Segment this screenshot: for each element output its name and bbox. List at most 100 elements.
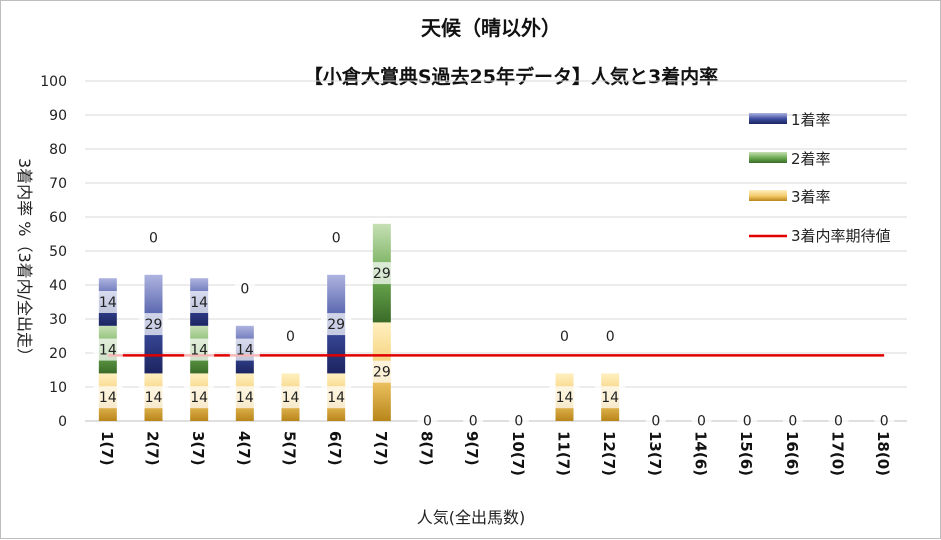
x-category-label: 8(7) bbox=[418, 431, 436, 466]
data-label-bg bbox=[366, 262, 397, 285]
y-tick-label: 50 bbox=[49, 244, 67, 260]
data-label: 0 bbox=[423, 414, 432, 430]
data-label: 0 bbox=[514, 414, 523, 430]
data-label: 29 bbox=[145, 317, 163, 333]
data-label-bg bbox=[326, 226, 347, 249]
y-tick-label: 40 bbox=[49, 278, 67, 294]
data-label: 0 bbox=[560, 329, 569, 345]
data-label: 0 bbox=[651, 414, 660, 430]
x-category-label: 7(7) bbox=[372, 431, 390, 466]
data-label-bg bbox=[92, 338, 123, 361]
y-tick-label: 70 bbox=[49, 176, 67, 192]
data-label-bg bbox=[229, 338, 260, 361]
data-label-bg bbox=[549, 386, 580, 409]
data-label-bg bbox=[691, 409, 712, 432]
data-label: 14 bbox=[99, 343, 117, 359]
data-label: 14 bbox=[190, 295, 208, 311]
data-label: 0 bbox=[697, 414, 706, 430]
data-label-bg bbox=[600, 325, 621, 347]
x-axis-label: 人気(全出馬数) bbox=[417, 508, 526, 527]
y-tick-label: 100 bbox=[40, 74, 67, 90]
y-axis-label: 3着内率 %（3着内/全出走） bbox=[15, 158, 34, 364]
data-label-bg bbox=[234, 277, 255, 300]
y-tick-label: 30 bbox=[49, 312, 67, 328]
data-label: 0 bbox=[834, 414, 843, 430]
data-label-bg bbox=[229, 386, 260, 409]
x-axis-categories: 1(7) 2(7) 3(7) 4(7) 5(7) 6(7) 7(7) 8(7) 9(7) 10(7… bbox=[98, 431, 892, 476]
data-label: 14 bbox=[601, 390, 619, 406]
data-label-bg bbox=[321, 313, 352, 336]
data-label: 0 bbox=[743, 414, 752, 430]
y-tick-label: 80 bbox=[49, 142, 67, 158]
y-tick-label: 90 bbox=[49, 108, 67, 124]
x-category-label: 2(7) bbox=[144, 431, 162, 466]
y-tick-label: 0 bbox=[58, 414, 67, 430]
legend-swatch-second bbox=[749, 152, 787, 163]
x-category-label: 17(0) bbox=[829, 431, 847, 476]
data-label-bg bbox=[138, 386, 169, 409]
x-category-label: 12(7) bbox=[600, 431, 618, 476]
data-label: 14 bbox=[145, 390, 163, 406]
gridlines bbox=[85, 80, 907, 422]
legend-label-second: 2着率 bbox=[791, 150, 831, 168]
data-label: 0 bbox=[606, 329, 615, 345]
data-label: 14 bbox=[99, 390, 117, 406]
data-label-bg bbox=[321, 386, 352, 409]
y-tick-label: 20 bbox=[49, 346, 67, 362]
data-label: 14 bbox=[190, 343, 208, 359]
data-label: 0 bbox=[788, 414, 797, 430]
data-label-bg bbox=[874, 409, 895, 432]
data-label: 0 bbox=[240, 281, 249, 297]
x-category-label: 6(7) bbox=[326, 431, 344, 466]
data-label-bg bbox=[828, 409, 849, 432]
data-label-bg bbox=[508, 409, 529, 432]
y-tick-label: 10 bbox=[49, 380, 67, 396]
y-tick-label: 60 bbox=[49, 210, 67, 226]
data-label-bg bbox=[463, 409, 484, 432]
bars bbox=[98, 223, 620, 421]
data-label-bg bbox=[92, 291, 123, 313]
legend: 1着率 2着率 3着率 3着内率期待値 bbox=[749, 111, 891, 245]
data-label-bg bbox=[275, 386, 306, 409]
data-label-bg bbox=[184, 386, 215, 409]
data-label: 14 bbox=[327, 390, 345, 406]
data-label: 0 bbox=[149, 230, 158, 246]
data-label: 0 bbox=[332, 230, 341, 246]
x-category-label: 1(7) bbox=[98, 431, 116, 466]
data-label: 14 bbox=[99, 295, 117, 311]
chart-subtitle: 【小倉大賞典S過去25年データ】人気と3着内率 bbox=[304, 65, 718, 88]
data-label: 29 bbox=[373, 365, 391, 381]
data-label-bg bbox=[280, 325, 301, 347]
data-label: 14 bbox=[556, 390, 574, 406]
data-label-bg bbox=[184, 291, 215, 313]
x-category-label: 9(7) bbox=[463, 431, 481, 466]
x-category-label: 14(6) bbox=[692, 431, 710, 476]
data-label: 14 bbox=[282, 390, 300, 406]
data-label-bg bbox=[138, 313, 169, 336]
legend-label-expect: 3着内率期待値 bbox=[791, 227, 891, 245]
data-label-bg bbox=[782, 409, 803, 432]
legend-label-third: 3着率 bbox=[791, 188, 831, 206]
data-label-bg bbox=[366, 360, 397, 383]
data-label: 0 bbox=[880, 414, 889, 430]
x-category-label: 11(7) bbox=[555, 431, 573, 476]
x-category-label: 18(0) bbox=[874, 431, 892, 476]
x-category-label: 4(7) bbox=[235, 431, 253, 466]
data-label-bg bbox=[417, 409, 438, 432]
data-label-bg bbox=[143, 226, 164, 249]
data-labels: 14 14 14 14 29 0 14 14 14 14 14 0 14 0 14 29 0 29 29 0 0 0 14 0… bbox=[92, 226, 895, 432]
data-label-bg bbox=[554, 325, 575, 347]
legend-label-first: 1着率 bbox=[791, 111, 831, 129]
data-label-bg bbox=[92, 386, 123, 409]
data-label: 14 bbox=[236, 343, 254, 359]
x-category-label: 5(7) bbox=[281, 431, 299, 466]
x-category-label: 15(6) bbox=[737, 431, 755, 476]
data-label: 0 bbox=[286, 329, 295, 345]
data-label-bg bbox=[645, 409, 666, 432]
chart-title: 天候（晴以外） bbox=[421, 16, 561, 40]
data-label: 14 bbox=[190, 390, 208, 406]
x-category-label: 13(7) bbox=[646, 431, 664, 476]
data-label: 29 bbox=[327, 317, 345, 333]
